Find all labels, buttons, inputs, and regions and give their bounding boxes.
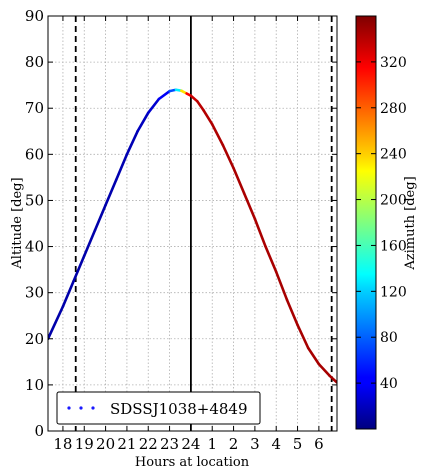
series-segment — [104, 178, 118, 207]
colorbar-tick-label: 320 — [380, 55, 407, 71]
series-segment — [274, 270, 289, 301]
x-tick-label: 22 — [139, 435, 158, 453]
colorbar-tick-label: 120 — [380, 284, 407, 300]
x-tick-label: 23 — [160, 435, 179, 453]
x-axis-label: Hours at location — [135, 455, 250, 470]
series-segment — [114, 153, 129, 181]
x-tick-label: 4 — [271, 435, 281, 453]
y-axis: 0 10 20 30 40 50 60 70 80 90 — [25, 7, 337, 440]
x-tick-label: 3 — [250, 435, 260, 453]
series-segment — [61, 279, 75, 308]
y-tick-label: 90 — [25, 7, 44, 25]
colorbar-tick-label: 40 — [380, 376, 398, 392]
colorbar-tick-label: 160 — [380, 238, 407, 254]
series-segment — [221, 143, 235, 170]
legend-marker — [79, 406, 83, 410]
y-tick-label: 20 — [25, 330, 44, 348]
colorbar-tick-label: 80 — [380, 330, 398, 346]
series-segment — [82, 229, 97, 258]
series-segment — [189, 94, 199, 103]
series-segment — [146, 97, 161, 115]
series-segment — [136, 111, 150, 133]
plot-frame — [47, 15, 338, 432]
series-segment — [125, 129, 139, 156]
legend-entry: SDSSJ1038+4849 — [110, 400, 248, 418]
y-axis-label: Altitude [deg] — [10, 177, 25, 269]
x-tick-label: 2 — [229, 435, 239, 453]
series-segment — [264, 245, 278, 274]
x-tick-label: 6 — [314, 435, 324, 453]
colorbar-gradient — [355, 15, 377, 430]
y-tick-label: 40 — [25, 238, 44, 256]
series-segment — [210, 123, 225, 147]
legend: SDSSJ1038+4849 — [56, 391, 261, 425]
colorbar: 40 80 120 160 200 240 280 320 Azimuth [deg] — [355, 15, 418, 430]
series-segment — [72, 254, 86, 283]
x-tick-label: 19 — [75, 435, 94, 453]
series-segment — [328, 374, 337, 384]
series-segment — [195, 100, 205, 112]
y-tick-label: 30 — [25, 284, 44, 302]
series-segment — [306, 346, 321, 366]
x-tick-label: 18 — [53, 435, 72, 453]
series-segment — [48, 305, 65, 341]
grid — [48, 15, 337, 432]
y-tick-label: 70 — [25, 99, 44, 117]
y-tick-label: 10 — [25, 376, 44, 394]
x-tick-label: 24 — [181, 435, 200, 453]
series-segment — [285, 298, 299, 327]
y-tick-label: 0 — [34, 422, 44, 440]
series-segment — [242, 192, 257, 221]
y-tick-label: 80 — [25, 53, 44, 71]
colorbar-tick-label: 280 — [380, 101, 407, 117]
data-series — [48, 88, 337, 384]
legend-marker — [91, 406, 95, 410]
colorbar-tick-label: 240 — [380, 147, 407, 163]
x-tick-label: 1 — [207, 435, 217, 453]
vertical-markers — [74, 16, 333, 431]
y-tick-label: 60 — [25, 145, 44, 163]
y-tick-label: 50 — [25, 191, 44, 209]
series-segment — [232, 166, 246, 195]
series-segment — [253, 217, 267, 248]
colorbar-label: Azimuth [deg] — [403, 176, 418, 270]
series-segment — [317, 362, 331, 377]
x-tick-label: 21 — [117, 435, 136, 453]
legend-box — [56, 391, 261, 425]
series-segment — [93, 203, 107, 232]
series-segment — [296, 323, 310, 350]
colorbar-tick-label: 200 — [380, 193, 407, 209]
colorbar-ticks: 40 80 120 160 200 240 280 320 — [356, 55, 407, 392]
legend-marker — [67, 406, 71, 410]
series-segment — [157, 89, 171, 101]
x-tick-label: 5 — [293, 435, 303, 453]
x-tick-label: 20 — [96, 435, 115, 453]
x-axis: 18 19 20 21 22 23 24 1 2 3 4 5 6 — [53, 16, 324, 453]
series-segment — [202, 109, 214, 126]
